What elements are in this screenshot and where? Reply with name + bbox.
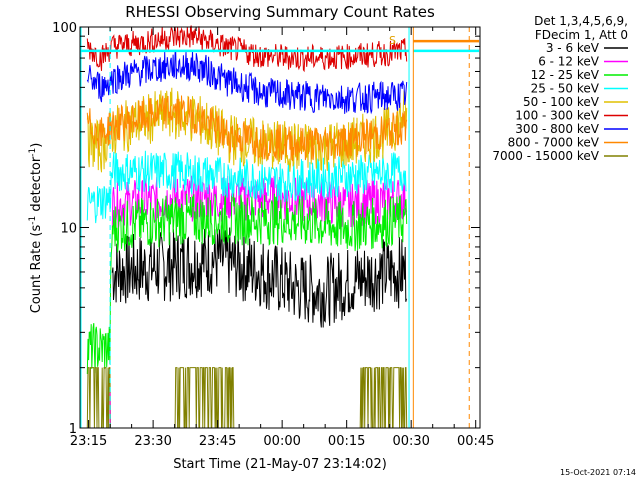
legend-entry-label: 800 - 7000 keV: [508, 136, 600, 150]
legend-header-line-1: Det 1,3,4,5,6,9,: [534, 14, 628, 28]
x-axis-label: Start Time (21-May-07 23:14:02): [173, 457, 387, 472]
x-tick-label: 00:00: [263, 434, 300, 449]
y-tick-label: 1: [69, 422, 77, 437]
x-tick-label: 23:15: [70, 434, 107, 449]
series-line: [86, 95, 408, 162]
x-tick-label: 00:30: [392, 434, 429, 449]
chart-title: RHESSI Observing Summary Count Rates: [125, 3, 435, 21]
legend-entry-label: 6 - 12 keV: [538, 55, 600, 69]
legend-entry-label: 50 - 100 keV: [523, 95, 600, 109]
x-axis-ticks: 23:15 23:30 23:45 00:00 00:15 00:30 00:45: [70, 27, 494, 449]
legend-entry-label: 7000 - 15000 keV: [492, 149, 599, 163]
plot-area: [79, 25, 481, 429]
x-tick-label: 23:30: [134, 434, 171, 449]
y-tick-label: 100: [52, 21, 77, 36]
legend-entry-label: 100 - 300 keV: [515, 109, 599, 123]
y-axis-label: Count Rate (s-1 detector-1): [28, 143, 44, 314]
series-layer: [86, 25, 408, 429]
y-axis-ticks: 1 10 100: [52, 21, 480, 437]
legend-entry-label: 3 - 6 keV: [546, 41, 600, 55]
x-tick-label: 00:15: [328, 434, 365, 449]
x-tick-label: 23:45: [199, 434, 236, 449]
series-line: [86, 367, 408, 429]
y-tick-label: 10: [60, 222, 77, 237]
x-tick-label: 00:45: [457, 434, 494, 449]
series-line: [111, 225, 407, 328]
vertical-markers: [80, 27, 479, 428]
legend-entry-label: 25 - 50 keV: [531, 82, 600, 96]
series-line: [86, 193, 408, 375]
series-line: [86, 150, 407, 224]
saa-marker: S: [389, 34, 396, 47]
legend-entry-label: 300 - 800 keV: [515, 122, 599, 136]
series-line: [86, 50, 408, 115]
legend-header-line-2: FDecim 1, Att 0: [535, 28, 628, 42]
footer-date: 15-Oct-2021 07:14: [560, 468, 636, 477]
series-line: [86, 25, 408, 73]
legend-entry-label: 12 - 25 keV: [531, 68, 600, 82]
